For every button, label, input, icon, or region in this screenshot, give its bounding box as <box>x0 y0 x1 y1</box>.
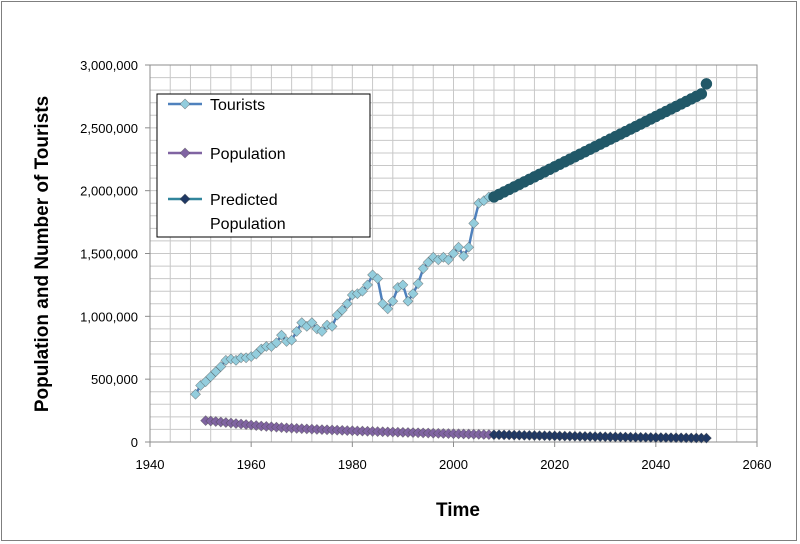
y-tick-label: 1,000,000 <box>80 309 138 324</box>
data-point <box>291 325 303 337</box>
legend-marker <box>179 98 191 110</box>
data-point <box>271 337 282 349</box>
legend-item-predicted-population[interactable]: Predicted Population <box>168 192 286 233</box>
legend-item-population[interactable]: Population <box>168 146 286 163</box>
legend-box <box>156 93 371 238</box>
data-point <box>417 263 429 275</box>
x-tick-label: 1940 <box>136 457 165 472</box>
data-point <box>397 279 409 291</box>
data-point <box>357 285 368 297</box>
data-point <box>695 88 708 100</box>
data-point <box>700 78 713 90</box>
legend-label: Predicted <box>210 192 278 209</box>
legend-label: Tourists <box>210 97 265 114</box>
data-point <box>306 317 318 329</box>
x-tick-label: 2020 <box>540 457 569 472</box>
series-tourists <box>190 191 495 400</box>
data-point <box>412 278 424 290</box>
data-point <box>382 303 394 315</box>
data-point <box>448 248 459 259</box>
x-tick-label: 1960 <box>237 457 266 472</box>
axis-layer: 1940 1960 1980 2000 2020 2040 2060 0 500,000 1,00… <box>80 58 771 472</box>
x-tick-label: 2000 <box>439 457 468 472</box>
data-point <box>362 279 373 291</box>
legend-marker <box>179 147 191 159</box>
data-point <box>387 295 399 307</box>
data-point <box>316 325 328 337</box>
legend-label: Population <box>210 216 286 233</box>
data-point <box>407 288 419 300</box>
data-point <box>215 361 227 373</box>
x-tick-label: 2040 <box>641 457 670 472</box>
x-tick-label: 1980 <box>338 457 367 472</box>
x-tick-label: 2060 <box>743 457 772 472</box>
series-population <box>200 415 495 440</box>
y-tick-label: 1,500,000 <box>80 247 138 262</box>
data-point <box>286 334 298 346</box>
series-layer <box>190 78 713 444</box>
series-tourists-projected <box>488 78 713 203</box>
y-axis-title: Population and Number of Tourists <box>32 96 53 412</box>
data-point <box>341 298 353 310</box>
data-point <box>190 388 201 400</box>
data-point <box>326 320 338 332</box>
legend-label: Population <box>210 146 286 163</box>
data-point <box>402 295 414 307</box>
y-tick-label: 0 <box>131 435 138 450</box>
legend[interactable]: Tourists Population Predicted Population <box>156 93 371 238</box>
data-point <box>372 273 384 285</box>
data-point <box>443 254 454 266</box>
y-tick-label: 3,000,000 <box>80 58 138 73</box>
data-point <box>700 432 712 444</box>
y-tick-label: 500,000 <box>91 372 138 387</box>
y-tick-label: 2,500,000 <box>80 121 138 136</box>
data-point <box>276 329 287 341</box>
legend-marker <box>179 193 191 205</box>
data-point <box>463 241 475 253</box>
y-tick-label: 2,000,000 <box>80 184 138 199</box>
x-axis-title: Time <box>436 500 480 521</box>
data-point <box>468 217 480 229</box>
legend-item-tourists[interactable]: Tourists <box>168 97 265 114</box>
series-predicted-population <box>488 429 712 444</box>
data-point <box>458 250 470 262</box>
data-point <box>336 304 348 316</box>
data-point <box>453 241 464 253</box>
